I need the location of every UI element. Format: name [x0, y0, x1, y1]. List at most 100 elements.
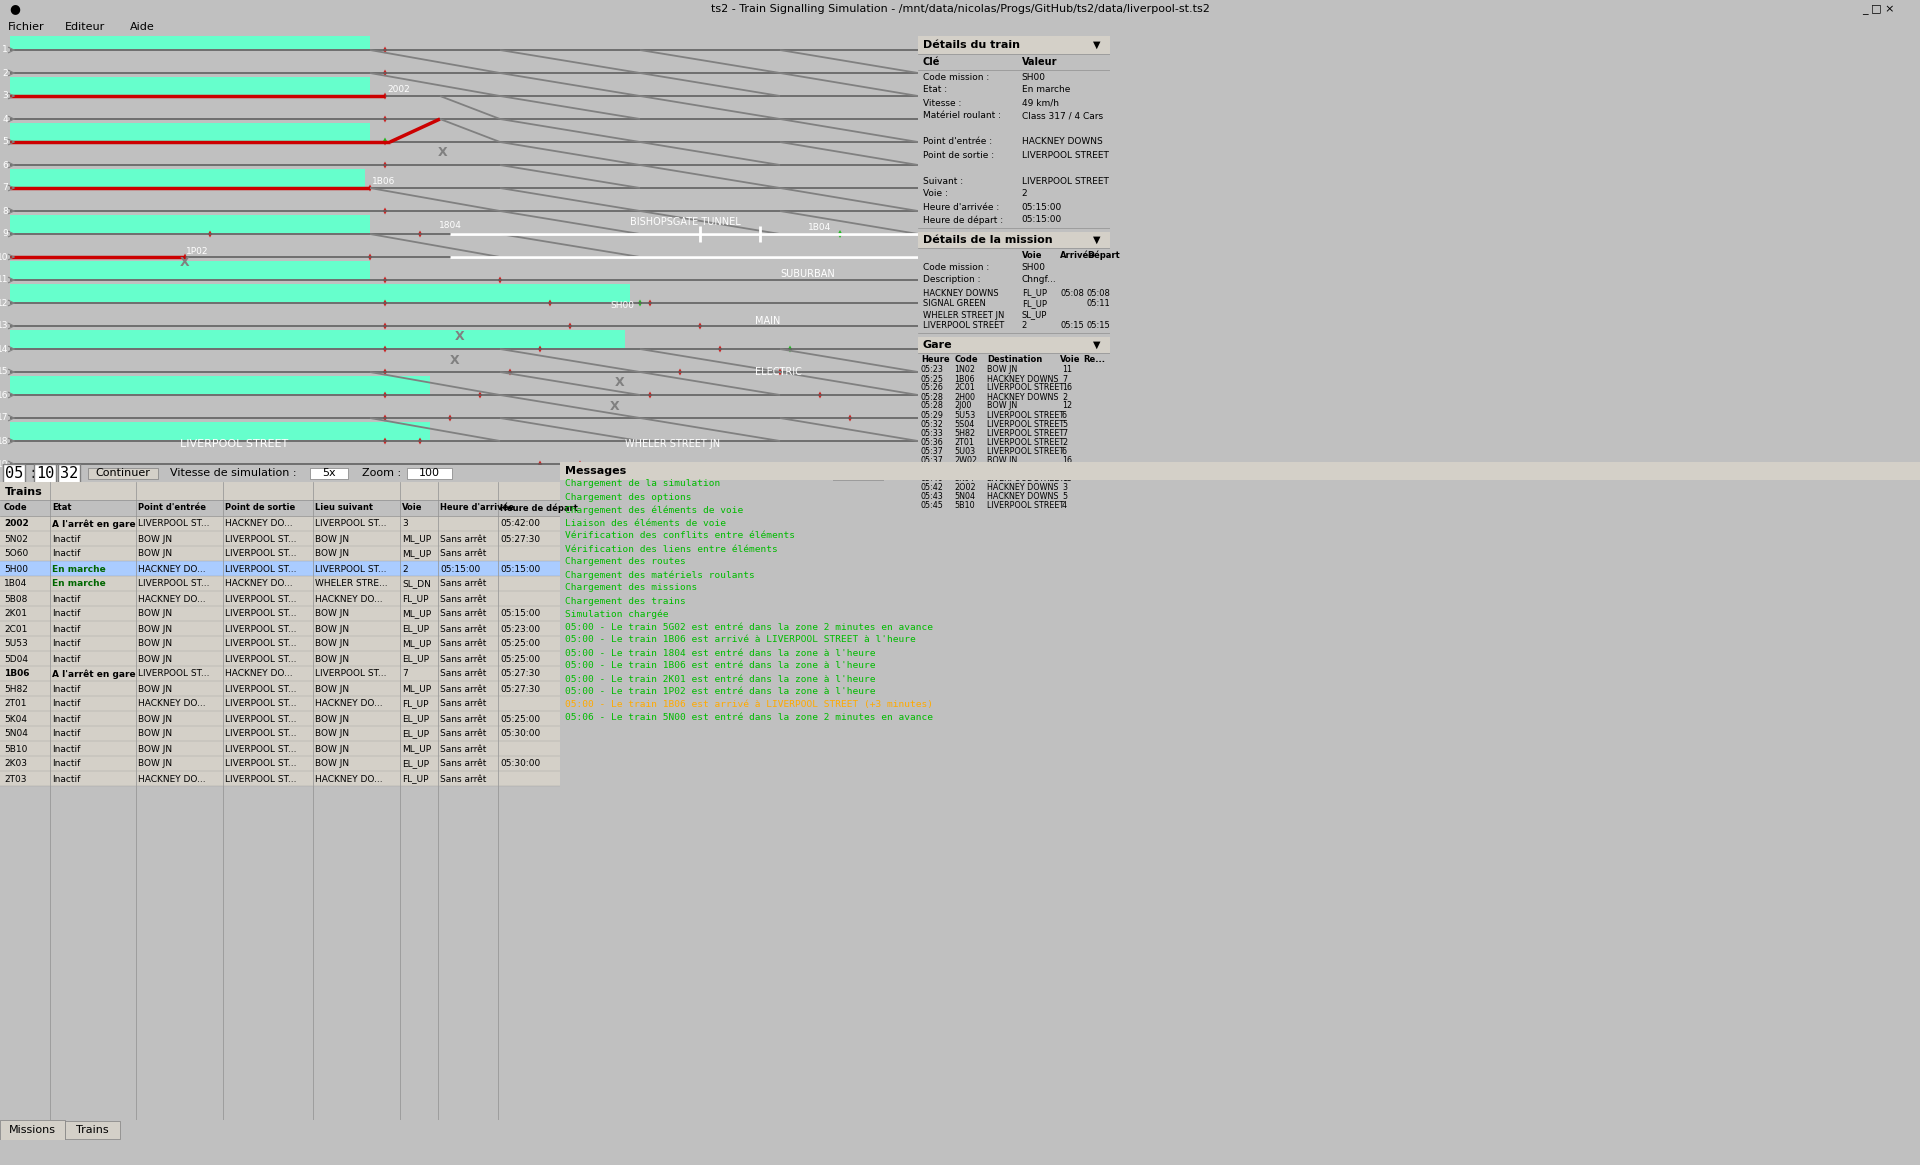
Polygon shape	[384, 323, 388, 330]
Text: LIVERPOOL ST...: LIVERPOOL ST...	[315, 670, 386, 678]
Polygon shape	[384, 47, 388, 54]
Text: LIVERPOOL ST...: LIVERPOOL ST...	[138, 520, 209, 529]
Text: Trains: Trains	[75, 1125, 108, 1135]
Text: 1: 1	[2, 45, 8, 55]
Text: 2002: 2002	[388, 85, 409, 94]
Polygon shape	[369, 254, 372, 261]
Bar	[0, 771, 561, 786]
Text: LIVERPOOL ST...: LIVERPOOL ST...	[225, 714, 296, 723]
Text: X: X	[611, 400, 620, 412]
Text: 5H82: 5H82	[4, 685, 29, 693]
Text: 05:45: 05:45	[922, 501, 945, 509]
Text: 5: 5	[1062, 419, 1068, 429]
Text: ●: ●	[10, 2, 21, 15]
Polygon shape	[384, 139, 388, 146]
Bar	[10, 261, 371, 278]
Text: Inactif: Inactif	[52, 655, 81, 664]
Text: FL_UP: FL_UP	[1021, 289, 1046, 297]
Text: 2H00: 2H00	[954, 393, 975, 402]
Text: WHELER STREET JN: WHELER STREET JN	[626, 439, 720, 449]
Text: 12: 12	[0, 298, 8, 308]
Text: HACKNEY DOWNS: HACKNEY DOWNS	[987, 482, 1058, 492]
Text: ML_UP: ML_UP	[401, 535, 432, 544]
Text: LIVERPOOL ST...: LIVERPOOL ST...	[225, 744, 296, 754]
Text: 49 km/h: 49 km/h	[1021, 99, 1058, 107]
Text: HACKNEY DOWNS: HACKNEY DOWNS	[924, 289, 998, 297]
Polygon shape	[384, 415, 388, 422]
Text: 7: 7	[1062, 374, 1068, 383]
Text: 2O02: 2O02	[954, 482, 975, 492]
Bar	[0, 666, 561, 682]
Text: Aide: Aide	[131, 22, 156, 31]
Text: Inactif: Inactif	[52, 609, 81, 619]
Text: 5U53: 5U53	[4, 640, 27, 649]
Text: BOW JN: BOW JN	[315, 760, 349, 769]
Text: 16: 16	[1062, 383, 1071, 393]
Bar	[0, 576, 561, 591]
Text: Inactif: Inactif	[52, 744, 81, 754]
Text: Messages: Messages	[564, 466, 626, 476]
Text: Inactif: Inactif	[52, 714, 81, 723]
Text: Vérification des conflits entre éléments: Vérification des conflits entre éléments	[564, 531, 795, 541]
Text: BOW JN: BOW JN	[138, 685, 173, 693]
Text: Chargement des missions: Chargement des missions	[564, 584, 697, 593]
Text: 05:26: 05:26	[922, 383, 945, 393]
Text: 05:33: 05:33	[922, 429, 943, 438]
Text: 1804: 1804	[438, 221, 461, 231]
Text: Liaison des éléments de voie: Liaison des éléments de voie	[564, 518, 726, 528]
Text: LIVERPOOL ST...: LIVERPOOL ST...	[225, 640, 296, 649]
Polygon shape	[419, 438, 422, 445]
Text: Sans arrêt: Sans arrêt	[440, 699, 486, 708]
Text: 5H82: 5H82	[954, 429, 975, 438]
Text: SH00: SH00	[1021, 263, 1046, 273]
Text: LIVERPOOL ST...: LIVERPOOL ST...	[225, 760, 296, 769]
Bar	[0, 726, 561, 741]
Text: BOW JN: BOW JN	[987, 456, 1018, 465]
Text: Chargement de la simulation: Chargement de la simulation	[564, 480, 720, 488]
Text: 5: 5	[1062, 492, 1068, 501]
Polygon shape	[837, 230, 843, 238]
Text: ML_UP: ML_UP	[401, 640, 432, 649]
Text: 5B10: 5B10	[954, 501, 975, 509]
Text: 05:23:00: 05:23:00	[499, 624, 540, 634]
Text: 2002: 2002	[4, 520, 29, 529]
Text: EL_UP: EL_UP	[401, 760, 428, 769]
Text: SL_DN: SL_DN	[401, 579, 430, 588]
Text: Détails du train: Détails du train	[924, 40, 1020, 50]
Text: 100: 100	[419, 468, 440, 479]
Text: ML_UP: ML_UP	[401, 609, 432, 619]
Text: LIVERPOOL ST...: LIVERPOOL ST...	[225, 655, 296, 664]
Text: 5U53: 5U53	[954, 410, 975, 419]
Text: 1B04: 1B04	[4, 579, 27, 588]
Text: En marche: En marche	[1021, 85, 1069, 94]
Bar	[10, 169, 365, 188]
FancyBboxPatch shape	[833, 466, 883, 480]
Text: 2W02: 2W02	[954, 456, 977, 465]
Polygon shape	[384, 438, 388, 445]
Text: 05:27:30: 05:27:30	[499, 670, 540, 678]
Text: 5H00: 5H00	[4, 565, 29, 573]
Text: BOW JN: BOW JN	[138, 609, 173, 619]
Text: BOW JN: BOW JN	[138, 729, 173, 739]
Text: Etat :: Etat :	[924, 85, 947, 94]
Polygon shape	[478, 391, 482, 398]
Text: Vérification des liens entre éléments: Vérification des liens entre éléments	[564, 544, 778, 553]
Text: HACKNEY DO...: HACKNEY DO...	[315, 775, 382, 784]
Text: 05:30:00: 05:30:00	[499, 760, 540, 769]
Text: Chargement des matériels roulants: Chargement des matériels roulants	[564, 570, 755, 580]
Text: BOW JN: BOW JN	[315, 535, 349, 544]
Bar	[0, 562, 561, 576]
Polygon shape	[678, 368, 682, 375]
Text: Chngf...: Chngf...	[1021, 275, 1056, 284]
Text: Code mission :: Code mission :	[924, 263, 989, 273]
Text: 5S04: 5S04	[954, 419, 975, 429]
Text: 05:40: 05:40	[922, 465, 943, 473]
Bar	[0, 1120, 65, 1141]
Text: Sans arrêt: Sans arrêt	[440, 640, 486, 649]
Polygon shape	[384, 391, 388, 398]
Text: BOW JN: BOW JN	[138, 655, 173, 664]
Text: ML_UP: ML_UP	[401, 685, 432, 693]
Text: BOW JN: BOW JN	[138, 760, 173, 769]
Text: FL_UP: FL_UP	[401, 594, 428, 603]
Text: Clé: Clé	[924, 57, 941, 68]
